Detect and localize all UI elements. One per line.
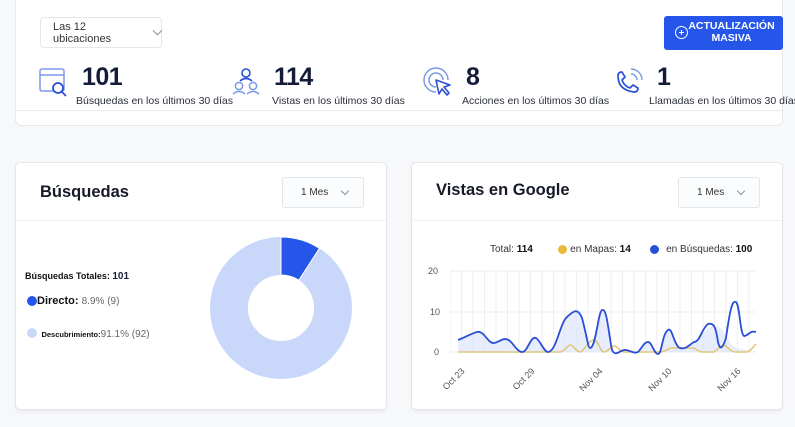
legend-maps-value: 14	[619, 244, 631, 255]
maps-color-dot	[558, 244, 568, 254]
legend-direct-label: Directo:	[37, 295, 79, 307]
phone-call-icon	[617, 68, 643, 93]
legend-search-value: 100	[735, 244, 753, 255]
chevron-down-icon	[340, 186, 350, 195]
stat-searches: 101 Búsquedas en los últimos 30 días	[38, 63, 233, 113]
searches-total-label: Búsquedas Totales:	[25, 271, 110, 281]
searches-total: Búsquedas Totales: 101	[25, 271, 129, 282]
direct-color-dot	[27, 296, 37, 307]
searches-panel-title: Búsquedas	[40, 183, 129, 201]
bulk-update-label-2: MASIVA	[711, 32, 752, 44]
views-line-chart	[450, 270, 757, 355]
stat-calls-label: Llamadas en los últimos 30 días	[649, 95, 795, 107]
stat-actions-value: 8	[466, 63, 480, 91]
searches-period-select[interactable]: 1 Mes	[282, 177, 364, 208]
click-cursor-icon	[423, 67, 451, 96]
location-select-value: Las 12 ubicaciones	[53, 20, 112, 45]
legend-maps-label: en Mapas:	[570, 244, 617, 255]
stat-calls-value: 1	[657, 63, 671, 91]
legend-discovery-value: 91.1% (92)	[100, 329, 150, 340]
searches-panel: Búsquedas 1 Mes	[15, 162, 387, 410]
bulk-update-button[interactable]: ACTUALIZACIÓN MASIVA	[664, 16, 783, 50]
legend-total-label: Total:	[490, 244, 514, 255]
views-period-value: 1 Mes	[697, 187, 725, 198]
views-period-select[interactable]: 1 Mes	[678, 177, 760, 208]
views-chart-legend: Total: 114 en Mapas: 14 en Búsquedas: 10…	[490, 244, 752, 255]
stat-searches-value: 101	[82, 63, 123, 91]
y-tick-10: 10	[430, 307, 441, 317]
search-color-dot	[650, 244, 660, 254]
chevron-down-icon	[736, 186, 746, 195]
legend-discovery: Descubrimiento:91.1% (92)	[27, 324, 150, 342]
legend-search-label: en Búsquedas:	[666, 244, 733, 255]
stat-views-value: 114	[274, 63, 313, 91]
location-select[interactable]: Las 12 ubicaciones	[40, 17, 163, 48]
y-tick-20: 20	[428, 266, 439, 276]
stat-searches-label: Búsquedas en los últimos 30 días	[76, 95, 234, 107]
summary-card-footer	[15, 110, 783, 126]
stat-actions: 8 Acciones en los últimos 30 días	[422, 63, 609, 113]
legend-direct: Directo: 8.9% (9)	[27, 295, 119, 307]
stat-views-label: Vistas en los últimos 30 días	[272, 95, 405, 107]
plus-circle-icon	[675, 26, 688, 39]
bulk-update-label-1: ACTUALIZACIÓN	[688, 20, 775, 32]
search-window-icon	[39, 68, 67, 97]
stat-actions-label: Acciones en los últimos 30 días	[462, 95, 610, 107]
stat-views: 114 Vistas en los últimos 30 días	[230, 63, 410, 113]
searches-period-value: 1 Mes	[301, 187, 329, 198]
y-tick-0: 0	[434, 347, 440, 357]
chevron-down-icon	[152, 25, 163, 36]
searches-donut-chart	[210, 236, 352, 379]
views-panel-title: Vistas en Google	[436, 181, 570, 199]
discovery-color-dot	[27, 327, 37, 338]
stat-calls: 1 Llamadas en los últimos 30 días	[613, 63, 795, 113]
legend-discovery-label: Descubrimiento:	[41, 330, 101, 339]
legend-direct-value: 8.9% (9)	[81, 296, 120, 307]
users-group-icon	[232, 68, 260, 95]
searches-total-value: 101	[112, 271, 130, 282]
views-panel-header: Vistas en Google 1 Mes	[412, 163, 782, 221]
searches-panel-header: Búsquedas 1 Mes	[16, 163, 386, 221]
legend-total-value: 114	[516, 244, 533, 255]
